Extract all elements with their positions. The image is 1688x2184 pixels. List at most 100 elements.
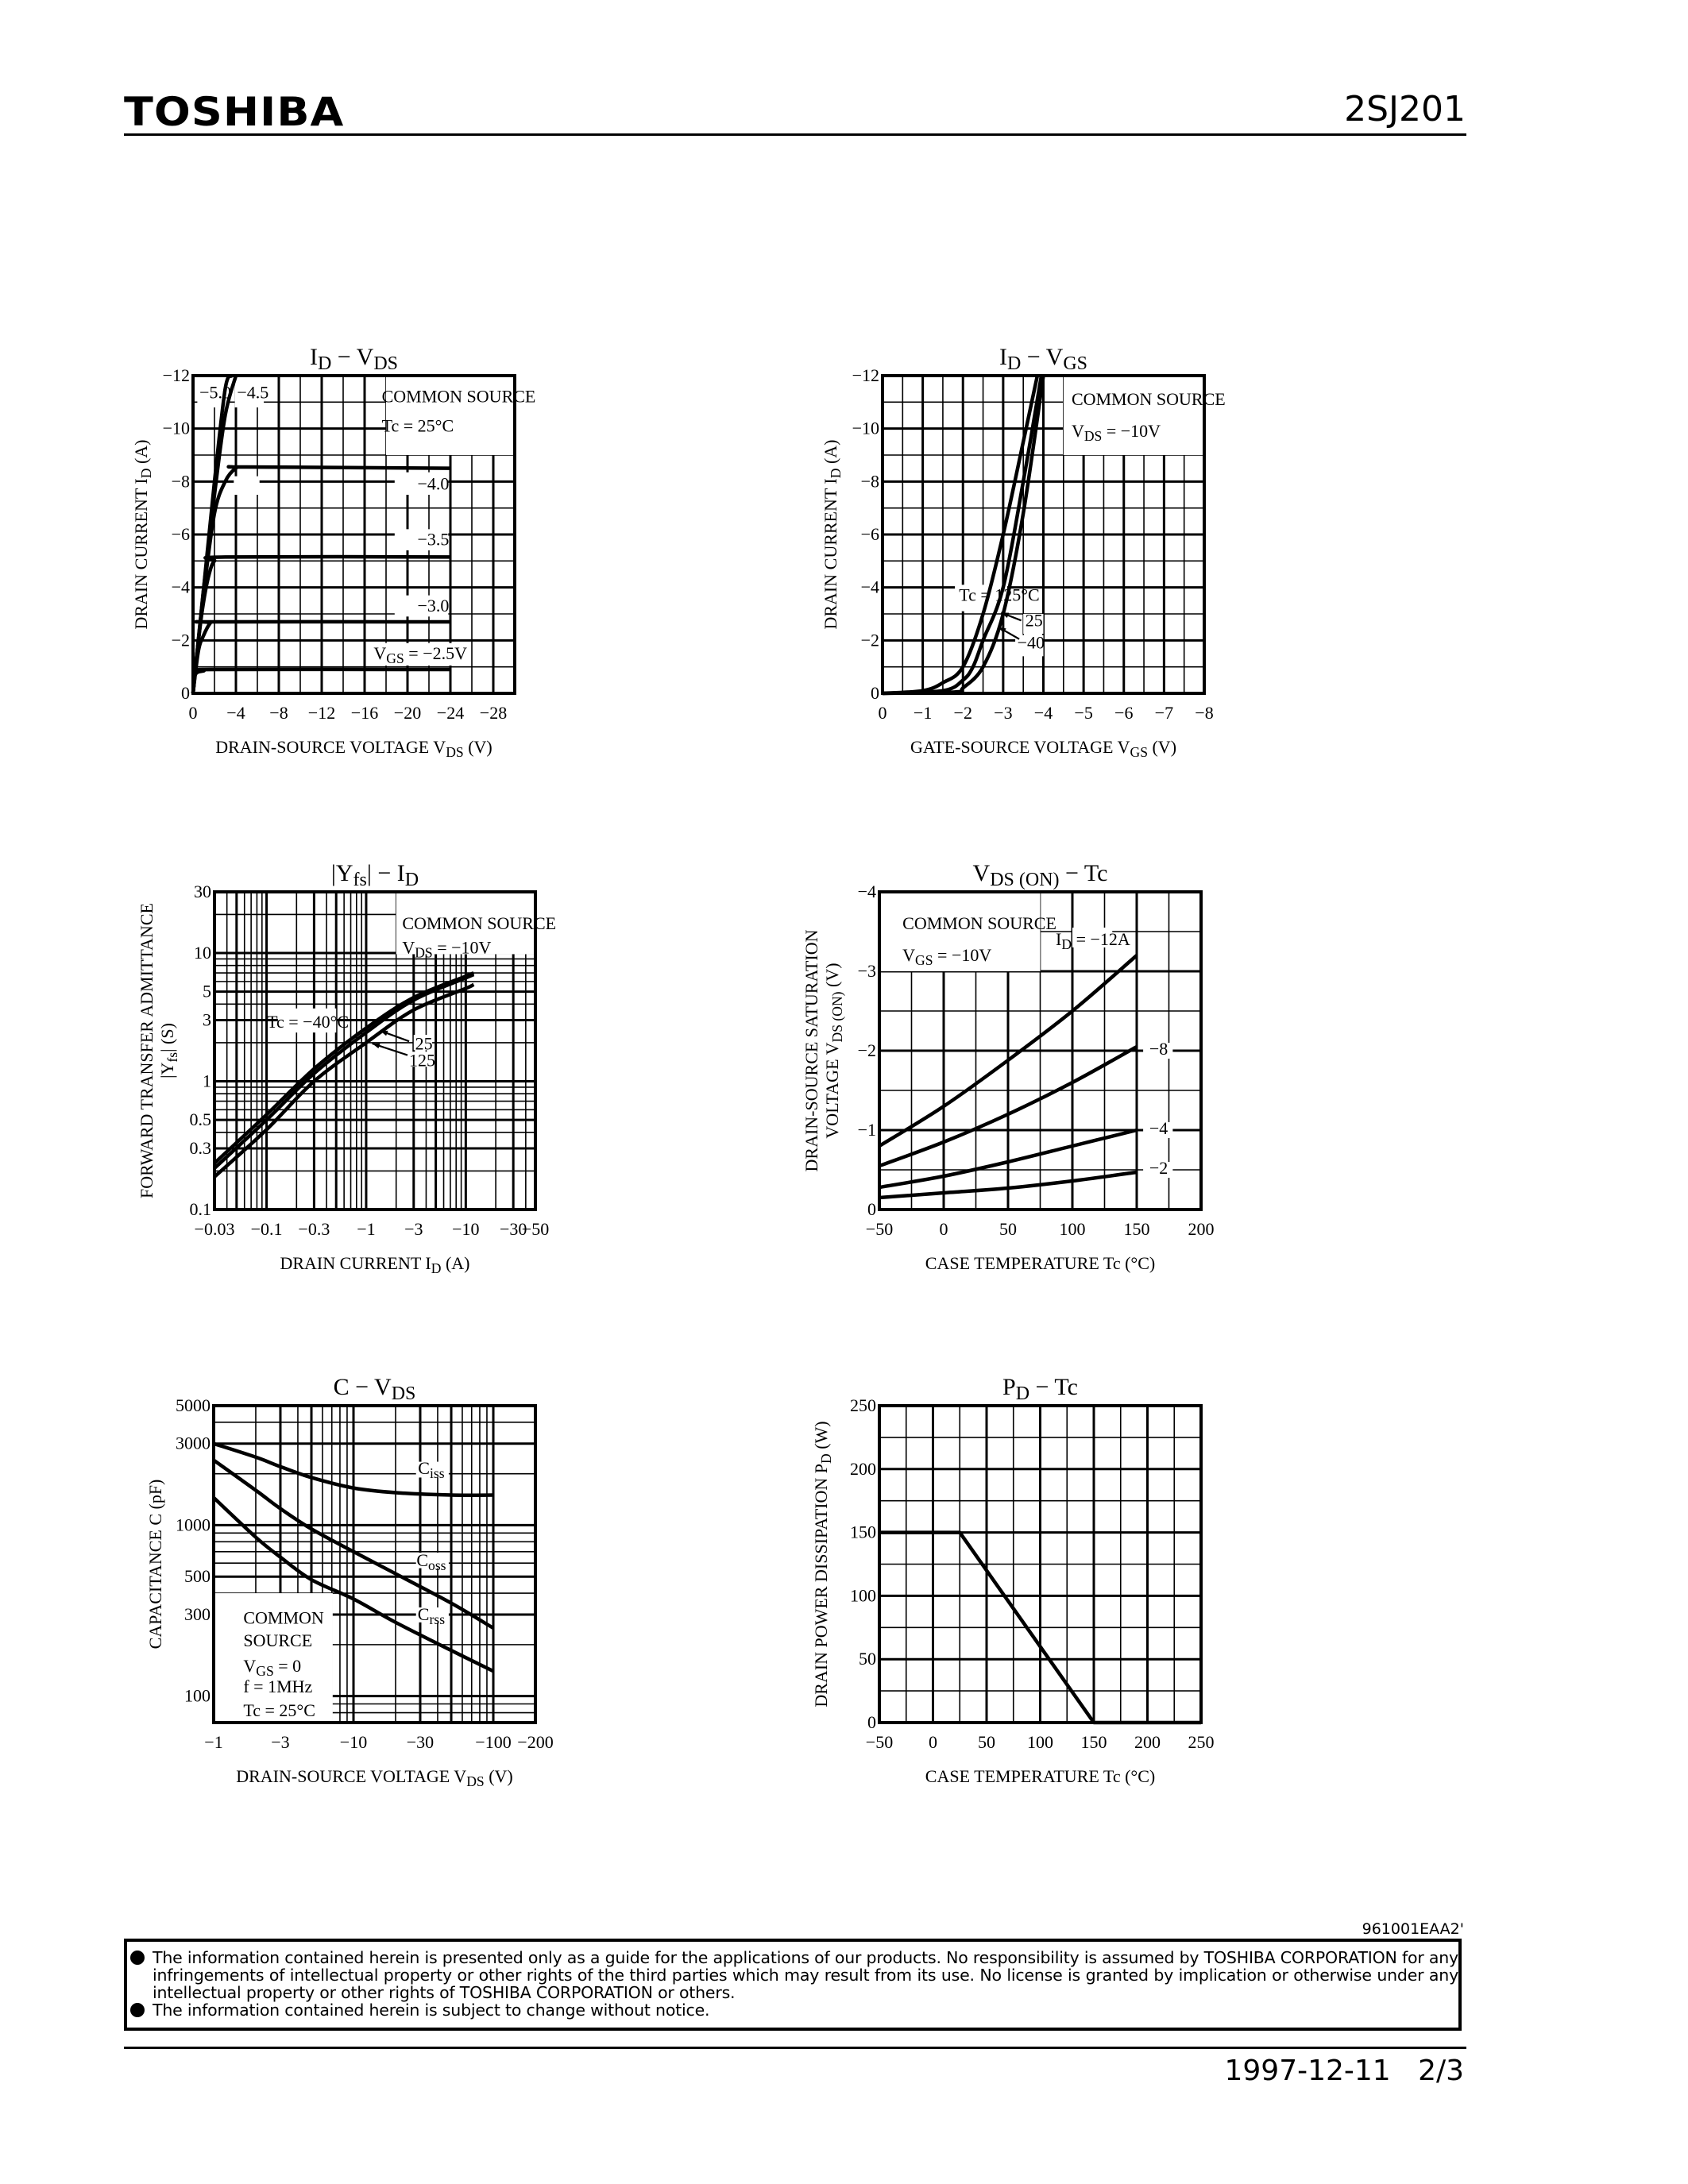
condition-box bbox=[214, 1593, 333, 1725]
condition-box bbox=[879, 888, 1041, 971]
bullet-icon bbox=[130, 1951, 145, 1965]
chart-title: |Yfs| − ID bbox=[331, 860, 419, 890]
x-tick-label: −50 bbox=[522, 1219, 549, 1239]
y-axis-label: DRAIN POWER DISSIPATION PD (W) bbox=[811, 1421, 834, 1707]
x-tick-label: 200 bbox=[1188, 1219, 1215, 1239]
chart-2: 0 −1 −2 −3 −4 −5 −6 −7 −8 0 −2 −4 −6 −8 −10 −12 ID − VGS… bbox=[821, 344, 1226, 760]
series-line-1 bbox=[879, 1530, 1201, 1725]
x-axis-label: CASE TEMPERATURE Tc (°C) bbox=[925, 1766, 1155, 1786]
y-tick-label: 150 bbox=[850, 1522, 876, 1542]
y-tick-label: −1 bbox=[858, 1120, 876, 1140]
x-tick-label: −16 bbox=[351, 703, 378, 723]
chart-annotation: Tc = 25°C bbox=[382, 415, 454, 435]
chart-annotation: f = 1MHz bbox=[243, 1677, 312, 1696]
x-tick-label: −2 bbox=[954, 703, 972, 723]
series-line-1 bbox=[213, 1441, 494, 1498]
x-axis-label: DRAIN-SOURCE VOLTAGE VDS (V) bbox=[215, 737, 492, 760]
x-axis-label: DRAIN CURRENT ID (A) bbox=[280, 1253, 469, 1276]
series-line-3 bbox=[882, 375, 1045, 696]
label-background bbox=[415, 1461, 449, 1478]
y-tick-label: 0 bbox=[871, 683, 879, 703]
chart-annotation: COMMON SOURCE bbox=[382, 387, 536, 407]
chart-title: ID − VDS bbox=[310, 344, 398, 374]
y-tick-label: 250 bbox=[850, 1395, 876, 1415]
arrowhead-icon bbox=[998, 627, 1006, 634]
chart-annotation: −4.0 bbox=[417, 474, 449, 494]
series-line-3 bbox=[879, 1128, 1138, 1190]
x-tick-label: 100 bbox=[1060, 1219, 1086, 1239]
series-line-2 bbox=[213, 973, 475, 1170]
x-tick-label: −0.3 bbox=[298, 1219, 330, 1239]
label-background bbox=[1143, 1122, 1173, 1138]
chart-annotation: 125 bbox=[409, 1050, 435, 1070]
y-tick-label: 0.1 bbox=[190, 1199, 212, 1219]
document-code: 961001EAA2' bbox=[1362, 1920, 1464, 1938]
x-tick-label: −50 bbox=[866, 1732, 893, 1752]
chart-annotation: COMMON SOURCE bbox=[1072, 389, 1226, 409]
chart-annotation: Crss bbox=[418, 1604, 445, 1627]
page-number: 2/3 bbox=[1418, 2055, 1464, 2087]
x-tick-label: −3 bbox=[994, 703, 1012, 723]
plot-frame bbox=[878, 1404, 1203, 1724]
x-tick-label: −1 bbox=[204, 1732, 222, 1752]
y-tick-label: 500 bbox=[184, 1566, 211, 1586]
y-tick-label: −12 bbox=[852, 365, 879, 385]
chart-annotation: VGS = −10V bbox=[902, 945, 991, 968]
chart-title: C − VDS bbox=[334, 1374, 416, 1404]
header-divider bbox=[124, 133, 1466, 136]
y-tick-label: 1000 bbox=[176, 1515, 211, 1534]
y-tick-label: 0 bbox=[867, 1712, 876, 1732]
chart-annotation: 25 bbox=[1026, 610, 1043, 630]
chart-annotation: COMMON SOURCE bbox=[402, 913, 556, 933]
document-date: 1997-12-11 bbox=[1224, 2055, 1391, 2087]
y-tick-label: −8 bbox=[172, 471, 190, 491]
disclaimer-item: The information contained herein is subj… bbox=[127, 2001, 1458, 2019]
y-tick-label: 100 bbox=[184, 1686, 211, 1706]
y-axis-label: DRAIN CURRENT ID (A) bbox=[131, 439, 154, 629]
plot-frame bbox=[213, 890, 537, 1211]
chart-annotation: −3.5 bbox=[417, 530, 449, 550]
y-tick-label: −3 bbox=[858, 961, 876, 981]
y-tick-label: 50 bbox=[859, 1649, 876, 1669]
y-tick-label: −2 bbox=[172, 630, 190, 650]
chart-annotation: Coss bbox=[416, 1550, 446, 1573]
x-tick-label: 0 bbox=[940, 1219, 948, 1239]
plot-frame bbox=[878, 890, 1203, 1211]
y-tick-label: −12 bbox=[163, 365, 190, 385]
chart-annotation: VDS = −10V bbox=[402, 937, 491, 960]
x-tick-label: −0.1 bbox=[251, 1219, 283, 1239]
chart-annotation: −8 bbox=[1149, 1039, 1168, 1059]
chart-annotation: COMMON bbox=[243, 1607, 324, 1627]
condition-box bbox=[1063, 370, 1209, 455]
x-tick-label: −1 bbox=[914, 703, 932, 723]
label-background bbox=[413, 1035, 433, 1051]
series-line-3 bbox=[212, 1496, 495, 1673]
y-tick-label: 3 bbox=[203, 1009, 211, 1029]
y-axis-label: DRAIN-SOURCE SATURATION bbox=[802, 929, 821, 1171]
toshiba-logo: TOSHIBA bbox=[124, 89, 345, 135]
x-tick-label: −5 bbox=[1074, 703, 1092, 723]
y-axis-label: CAPACITANCE C (pF) bbox=[145, 1480, 165, 1650]
y-tick-label: −2 bbox=[858, 1040, 876, 1060]
x-tick-label: −6 bbox=[1114, 703, 1133, 723]
x-tick-label: 50 bbox=[978, 1732, 995, 1752]
bullet-icon bbox=[130, 2003, 145, 2017]
x-axis-label: DRAIN-SOURCE VOLTAGE VDS (V) bbox=[236, 1766, 513, 1789]
y-tick-label: 10 bbox=[194, 943, 211, 963]
y-tick-label: 0 bbox=[181, 683, 190, 703]
x-tick-label: −30 bbox=[500, 1219, 527, 1239]
arrowhead-icon bbox=[372, 1043, 380, 1049]
x-tick-label: −3 bbox=[404, 1219, 423, 1239]
label-background bbox=[394, 529, 449, 550]
x-tick-label: −3 bbox=[271, 1732, 289, 1752]
chart-annotation: −3.0 bbox=[417, 596, 449, 615]
series-line-2 bbox=[879, 1045, 1138, 1168]
series-line-6 bbox=[191, 374, 234, 694]
label-background bbox=[380, 642, 462, 666]
chart-annotation: ID = −12A bbox=[1056, 929, 1130, 952]
chart-annotation: SOURCE bbox=[243, 1630, 312, 1650]
chart-annotation: Ciss bbox=[418, 1458, 444, 1481]
y-tick-label: −4 bbox=[858, 882, 876, 901]
x-tick-label: −50 bbox=[866, 1219, 893, 1239]
